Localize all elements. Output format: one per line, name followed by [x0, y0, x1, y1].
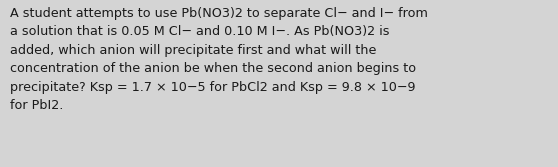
- Text: A student attempts to use Pb(NO3)2 to separate Cl− and I− from
a solution that i: A student attempts to use Pb(NO3)2 to se…: [10, 7, 428, 112]
